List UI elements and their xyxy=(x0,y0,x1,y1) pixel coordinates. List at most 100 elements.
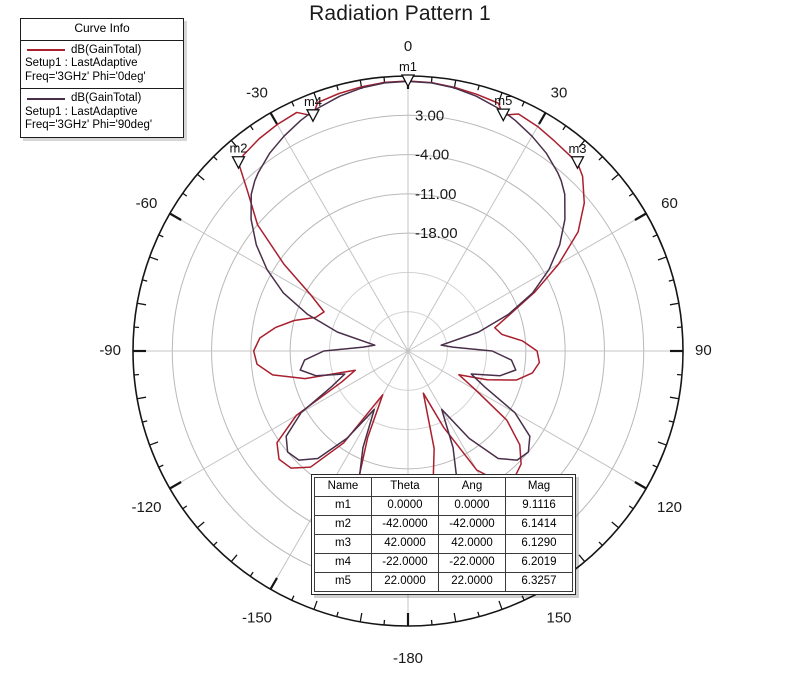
angle-axis-label: -30 xyxy=(246,84,268,101)
angle-tick-minor xyxy=(149,441,159,446)
marker-cell-name: m3 xyxy=(314,534,372,554)
angle-axis-label: -150 xyxy=(242,609,272,626)
angle-axis-label: 90 xyxy=(695,342,712,359)
angle-tick-minor xyxy=(498,600,503,610)
angle-axis-label: -180 xyxy=(393,650,423,667)
angle-tick-minor xyxy=(158,234,164,238)
angle-tick-minor xyxy=(611,173,620,181)
marker-triangle-m3[interactable] xyxy=(570,156,585,170)
angle-tick-minor xyxy=(249,125,254,131)
marker-cell-name: m4 xyxy=(314,553,372,573)
grid-spoke xyxy=(407,213,647,352)
legend-swatch-phi0 xyxy=(27,49,65,52)
angle-tick-major xyxy=(634,212,647,221)
angle-tick-minor xyxy=(578,139,586,148)
marker-cell-value: 0.0000 xyxy=(438,496,506,516)
legend-setup-phi0: Setup1 : LastAdaptive xyxy=(25,57,138,69)
angle-tick-minor xyxy=(137,396,147,400)
angle-tick-minor xyxy=(291,595,295,601)
marker-col-name: Name xyxy=(314,477,372,497)
marker-cell-value: 6.1414 xyxy=(505,515,573,535)
legend-title: Curve Info xyxy=(21,19,183,41)
angle-tick-minor xyxy=(669,396,679,400)
angle-tick-major xyxy=(269,577,278,590)
angle-axis-label: 120 xyxy=(657,499,682,516)
series-layer xyxy=(237,80,586,537)
radial-axis-label: -11.00 xyxy=(415,186,456,203)
angle-axis-label: -60 xyxy=(136,195,158,212)
marker-triangle-m5[interactable] xyxy=(496,108,511,122)
marker-triangle-m2[interactable] xyxy=(231,156,246,170)
angle-tick-minor xyxy=(628,192,634,197)
angle-tick-minor xyxy=(137,302,147,306)
marker-label-m2: m2 xyxy=(229,141,247,156)
radial-labels-layer: 3.00 -4.00 -11.00 -18.00 xyxy=(415,107,458,242)
angle-tick-minor xyxy=(498,92,503,102)
angle-tick-minor xyxy=(562,125,567,131)
marker-triangle-m4[interactable] xyxy=(305,109,321,123)
marker-table-body: m1 0.0000 0.0000 9.1116 m2 -42.0000 -42.0000 6.… xyxy=(314,496,573,592)
grid-spoke xyxy=(407,112,546,352)
angle-tick-minor xyxy=(249,571,254,577)
angle-tick-minor xyxy=(230,554,238,563)
marker-label-m1: m1 xyxy=(399,59,417,74)
legend-freq-phi0: Freq='3GHz' Phi='0deg' xyxy=(25,70,146,83)
marker-triangle-m1[interactable] xyxy=(400,74,416,88)
marker-table-row: m5 22.0000 22.0000 6.3257 xyxy=(314,572,573,592)
curve-info-legend: Curve Info dB(GainTotal) Setup1 : LastAd… xyxy=(20,18,184,138)
angle-tick-minor xyxy=(628,505,634,510)
marker-label-m4: m4 xyxy=(304,94,322,109)
marker-cell-value: 42.0000 xyxy=(371,534,439,554)
marker-table-header-row: Name Theta Ang Mag xyxy=(314,477,573,497)
marker-cell-value: -22.0000 xyxy=(371,553,439,573)
marker-col-ang: Ang xyxy=(438,477,506,497)
legend-entry-phi90: dB(GainTotal) Setup1 : LastAdaptive Freq… xyxy=(21,88,183,137)
angle-tick-minor xyxy=(521,101,525,107)
angle-tick-minor xyxy=(359,612,363,622)
angle-tick-minor xyxy=(313,92,318,102)
grid-spoke xyxy=(270,112,409,352)
angle-tick-minor xyxy=(182,192,188,197)
angle-tick-minor xyxy=(453,612,457,622)
marker-cell-name: m2 xyxy=(314,515,372,535)
angle-tick-major xyxy=(169,481,182,490)
marker-cell-value: 22.0000 xyxy=(371,572,439,592)
legend-signal-phi0: dB(GainTotal) xyxy=(71,43,142,56)
legend-setup-phi90: Setup1 : LastAdaptive xyxy=(25,105,138,118)
angle-tick-minor xyxy=(611,521,620,529)
angle-axis-label: -90 xyxy=(99,342,121,359)
angle-tick-minor xyxy=(652,234,658,238)
angle-tick-minor xyxy=(196,173,205,181)
legend-signal-phi90: dB(GainTotal) xyxy=(71,92,142,104)
marker-table-row: m3 42.0000 42.0000 6.1290 xyxy=(314,534,573,554)
angle-tick-minor xyxy=(669,302,679,306)
angle-tick-minor xyxy=(213,541,218,546)
radial-axis-label: -18.00 xyxy=(415,225,458,242)
angle-tick-minor xyxy=(142,279,148,282)
angle-tick-minor xyxy=(149,256,159,261)
angle-tick-minor xyxy=(313,600,318,610)
marker-col-theta: Theta xyxy=(371,477,439,497)
angle-tick-minor xyxy=(657,441,667,446)
legend-entry-phi0: dB(GainTotal) Setup1 : LastAdaptive Freq… xyxy=(21,41,183,89)
angle-tick-major xyxy=(634,481,647,490)
marker-cell-value: 6.1290 xyxy=(505,534,573,554)
marker-cell-name: m1 xyxy=(314,496,372,516)
series-curve-phi0 xyxy=(237,80,586,537)
marker-label-m5: m5 xyxy=(494,93,512,108)
marker-cell-name: m5 xyxy=(314,572,372,592)
angle-tick-major xyxy=(269,112,278,125)
angle-tick-minor xyxy=(657,256,667,261)
angle-tick-major xyxy=(169,212,182,221)
angle-axis-label: 150 xyxy=(546,609,571,626)
angle-tick-minor xyxy=(477,611,480,617)
marker-label-m3: m3 xyxy=(568,141,586,156)
angle-tick-minor xyxy=(230,139,238,148)
angle-tick-minor xyxy=(291,101,295,107)
angle-axis-label: 0 xyxy=(404,38,412,55)
marker-cell-value: 42.0000 xyxy=(438,534,506,554)
marker-cell-value: -22.0000 xyxy=(438,553,506,573)
angle-tick-minor xyxy=(182,505,188,510)
